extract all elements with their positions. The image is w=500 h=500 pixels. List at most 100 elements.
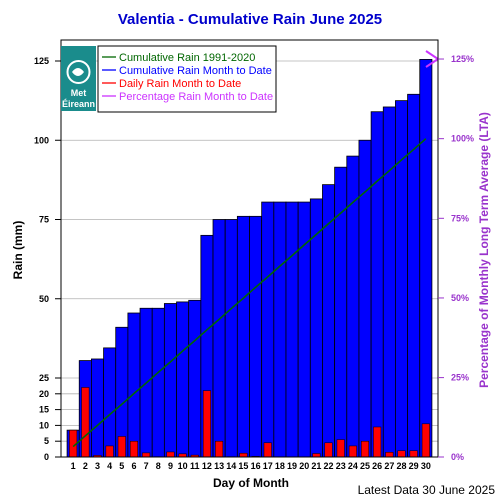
x-tick-label: 6 [131, 461, 136, 471]
x-tick-label: 4 [107, 461, 112, 471]
met-eireann-logo: Met Éireann [61, 46, 96, 111]
x-tick-label: 2 [83, 461, 88, 471]
x-tick-label: 10 [178, 461, 188, 471]
cumulative-bar [163, 303, 177, 458]
logo-background [61, 46, 96, 111]
x-tick-label: 5 [119, 461, 124, 471]
y-axis-ticks: 0 5 10 15 20 25 50 75 100 125 [34, 56, 61, 462]
logo-swirl-inner-icon [72, 68, 84, 76]
x-tick-label: 8 [156, 461, 161, 471]
chart-title: Valentia - Cumulative Rain June 2025 [118, 11, 382, 28]
y2-tick-label: 0% [451, 452, 464, 462]
x-tick-label: 1 [71, 461, 76, 471]
x-tick-label: 9 [168, 461, 173, 471]
y2-tick-label: 125% [451, 54, 474, 64]
y-tick-label: 15 [39, 405, 49, 415]
cumulative-bar [395, 100, 408, 458]
daily-bar [409, 450, 418, 458]
cumulative-bar [273, 201, 287, 458]
x-tick-label: 12 [202, 461, 212, 471]
cumulative-bar [176, 301, 190, 458]
x-tick-label: 20 [299, 461, 309, 471]
y-tick-label: 100 [34, 135, 49, 145]
x-tick-label: 29 [409, 461, 419, 471]
x-tick-label: 27 [384, 461, 394, 471]
daily-bar [421, 423, 430, 458]
y-tick-label: 0 [44, 452, 49, 462]
logo-swirl-icon [66, 60, 91, 84]
daily-bar [324, 442, 333, 458]
y-tick-label: 50 [39, 294, 49, 304]
legend-entry: Percentage Rain Month to Date [119, 91, 273, 103]
daily-bar [263, 442, 272, 458]
legend-entry: Daily Rain Month to Date [119, 78, 241, 90]
daily-bar [385, 452, 394, 458]
x-tick-label: 24 [348, 461, 358, 471]
legend-entry: Cumulative Rain Month to Date [119, 65, 272, 77]
daily-bar [142, 452, 151, 458]
x-tick-label: 19 [287, 461, 297, 471]
cumulative-bar [370, 111, 384, 458]
y2-axis-label: Percentage of Monthly Long Term Average … [477, 112, 491, 388]
daily-bar [117, 436, 126, 458]
x-tick-label: 16 [251, 461, 261, 471]
cumulative-bar [236, 215, 250, 458]
cumulative-bar [212, 219, 226, 458]
legend-entry: Cumulative Rain 1991-2020 [119, 52, 255, 64]
x-axis-ticks: 1 2 3 4 5 6 7 8 9 10 11 12 13 14 15 16 17 18 19 20 21 22 23 24 2… [71, 461, 431, 471]
daily-bar [397, 450, 406, 458]
y-tick-label: 5 [44, 436, 49, 446]
y2-tick-label: 25% [451, 373, 469, 383]
y-tick-label: 125 [34, 56, 49, 66]
logo-text-eireann: Éireann [62, 99, 95, 109]
cumulative-bar [261, 201, 275, 458]
cumulative-bar [382, 106, 396, 458]
y-tick-label: 20 [39, 389, 49, 399]
daily-bar [239, 452, 248, 458]
daily-bar [336, 439, 345, 458]
daily-bar [129, 440, 138, 458]
daily-bars [69, 387, 430, 458]
cumulative-bar [127, 312, 141, 458]
cumulative-bar [322, 184, 336, 458]
x-tick-label: 3 [95, 461, 100, 471]
cumulative-bar [103, 347, 117, 458]
cumulative-bar [151, 307, 165, 458]
daily-bar [361, 440, 370, 458]
x-tick-label: 22 [324, 461, 334, 471]
y2-tick-label: 50% [451, 293, 469, 303]
cumulative-bar [419, 59, 433, 458]
cumulative-bar [91, 358, 104, 458]
lta-line-group [72, 138, 427, 448]
x-tick-label: 28 [397, 461, 407, 471]
legend-box [97, 45, 277, 113]
x-tick-label: 14 [226, 461, 236, 471]
x-tick-label: 13 [214, 461, 224, 471]
x-tick-label: 21 [311, 461, 321, 471]
cumulative-bar [249, 215, 263, 458]
logo-text-met: Met [71, 88, 87, 98]
x-tick-label: 11 [190, 461, 200, 471]
y-tick-label: 75 [39, 215, 49, 225]
daily-bar [215, 440, 224, 458]
y2-axis-ticks: 0% 25% 50% 75% 100% 125% [438, 54, 474, 462]
y2-tick-label: 75% [451, 213, 469, 223]
daily-bar [105, 445, 114, 458]
cumulative-bar [334, 166, 348, 458]
x-tick-label: 17 [263, 461, 273, 471]
daily-bar [373, 426, 382, 458]
cumulative-bars [66, 59, 433, 458]
x-tick-label: 15 [238, 461, 248, 471]
cumulative-bar [346, 155, 360, 458]
x-tick-label: 7 [144, 461, 149, 471]
y2-tick-label: 100% [451, 134, 474, 144]
x-tick-label: 25 [360, 461, 370, 471]
y-tick-label: 10 [39, 420, 49, 430]
cumulative-bar [188, 299, 202, 458]
daily-bar [81, 387, 90, 458]
x-tick-label: 30 [421, 461, 431, 471]
y-axis-label: Rain (mm) [11, 221, 25, 280]
plot-frame [60, 39, 439, 458]
cumulative-bar [285, 201, 299, 458]
